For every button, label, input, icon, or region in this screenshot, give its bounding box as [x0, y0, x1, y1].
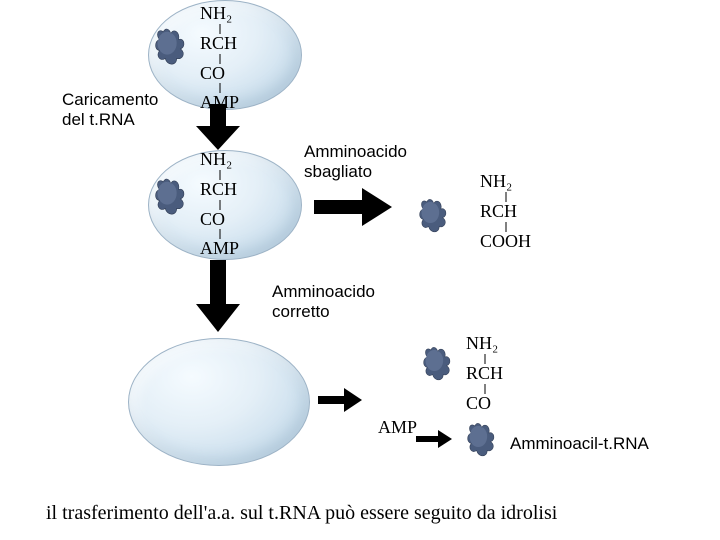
chem-free-right: NH₂ RCH COOH	[480, 172, 531, 251]
label-corretto: Amminoacido corretto	[272, 282, 375, 321]
label-caricamento: Caricamento del t.RNA	[62, 90, 158, 129]
label-line: Amminoacido	[272, 282, 375, 301]
chem-line: CO	[200, 64, 239, 84]
label-line: Caricamento	[62, 90, 158, 109]
chem-line: COOH	[480, 232, 531, 252]
arrow-right-2	[318, 388, 362, 412]
chem-line: AMP	[378, 418, 417, 438]
trna-product-1	[422, 344, 452, 384]
chem-top: NH₂ RCH CO AMP	[200, 4, 239, 113]
caption: il trasferimento dell'a.a. sul t.RNA può…	[46, 502, 557, 525]
enzyme-3	[128, 338, 310, 466]
chem-line: NH₂	[466, 334, 503, 354]
chem-line: RCH	[200, 180, 239, 200]
label-line: corretto	[272, 302, 330, 321]
chem-line: RCH	[480, 202, 531, 222]
chem-line: NH₂	[200, 4, 239, 24]
label-line: Amminoacil-t.RNA	[510, 434, 649, 453]
label-line: Amminoacido	[304, 142, 407, 161]
chem-middle: NH₂ RCH CO AMP	[200, 150, 239, 259]
chem-bottom-product: NH₂ RCH CO	[466, 334, 503, 413]
chem-line: NH₂	[480, 172, 531, 192]
trna-product-2	[466, 420, 496, 460]
chem-line: CO	[466, 394, 503, 414]
arrow-down-1	[196, 104, 240, 150]
chem-line: RCH	[466, 364, 503, 384]
arrow-right-3	[416, 430, 452, 448]
arrow-down-2	[196, 260, 240, 332]
trna-top	[153, 26, 187, 68]
chem-line: AMP	[200, 239, 239, 259]
chem-line: RCH	[200, 34, 239, 54]
arrow-right-1	[314, 188, 392, 226]
chem-amp: AMP	[378, 418, 417, 438]
trna-mid	[153, 176, 187, 218]
diagram-root: NH₂ RCH CO AMP NH₂ RCH CO AMP NH₂ RCH CO…	[0, 0, 720, 540]
chem-line: CO	[200, 210, 239, 230]
caption-text: il trasferimento dell'a.a. sul t.RNA può…	[46, 502, 557, 524]
label-line: del t.RNA	[62, 110, 135, 129]
chem-line: NH₂	[200, 150, 239, 170]
label-sbagliato: Amminoacido sbagliato	[304, 142, 407, 181]
label-aminoacil: Amminoacil-t.RNA	[510, 434, 649, 454]
label-line: sbagliato	[304, 162, 372, 181]
trna-released	[418, 196, 448, 236]
